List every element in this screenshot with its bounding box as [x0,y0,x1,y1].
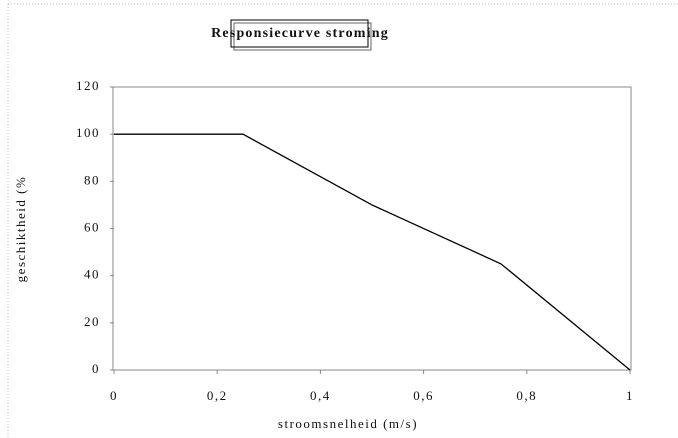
x-tick-label: 0,4 [310,388,331,403]
y-axis-label: geschiktheid (% [13,176,28,283]
y-tick-label: 120 [76,78,100,93]
title-box [230,19,369,48]
y-tick-label: 60 [84,219,100,234]
x-tick-label: 0,6 [413,388,434,403]
chart-title: Responsiecurve stroming [211,26,389,41]
x-axis-label: stroomsnelheid (m/s) [278,416,418,431]
y-tick-label: 40 [84,267,100,282]
x-tick-label: 0,8 [516,388,537,403]
x-tick-label: 1 [626,388,634,403]
data-line [114,133,631,371]
y-tick-label: 100 [76,125,100,140]
title-shadow [233,22,372,51]
y-tick-label: 80 [84,172,100,187]
x-tick-label: 0 [110,388,118,403]
y-tick-label: 20 [84,314,100,329]
y-tick-label: 0 [92,361,100,376]
x-tick-label: 0,2 [207,388,228,403]
plot-area [112,86,632,371]
